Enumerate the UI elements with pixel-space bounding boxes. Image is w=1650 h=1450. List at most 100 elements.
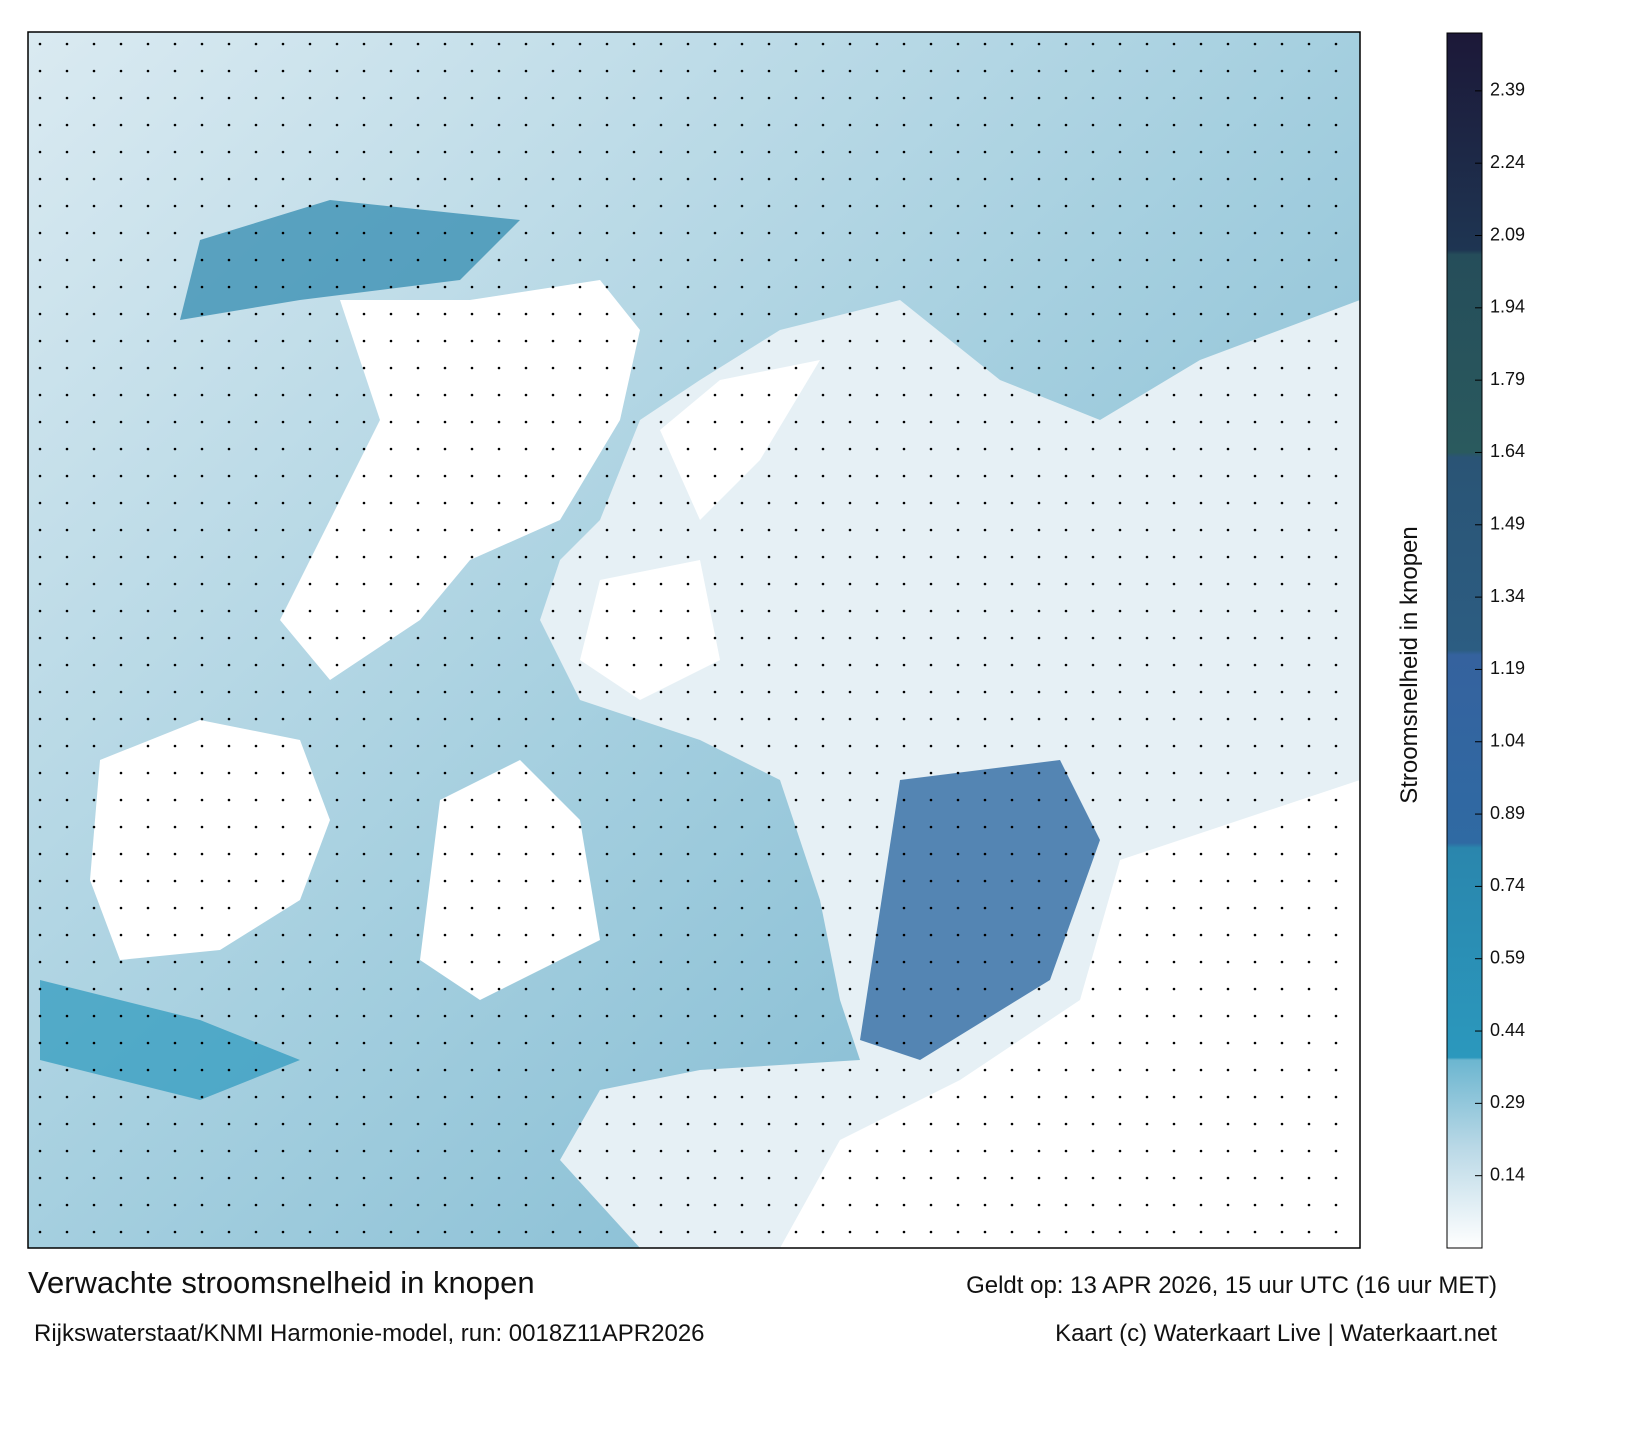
grid-dot (875, 1149, 879, 1153)
grid-dot (443, 1014, 447, 1018)
grid-dot (659, 42, 663, 46)
grid-dot (1037, 366, 1041, 370)
grid-dot (227, 285, 231, 289)
grid-dot (929, 1041, 933, 1045)
grid-dot (65, 582, 69, 586)
grid-dot (92, 555, 96, 559)
grid-dot (1145, 852, 1149, 856)
grid-dot (605, 1203, 609, 1207)
grid-dot (578, 1122, 582, 1126)
grid-dot (146, 960, 150, 964)
grid-dot (1145, 1068, 1149, 1072)
grid-dot (308, 177, 312, 181)
grid-dot (524, 636, 528, 640)
grid-dot (929, 258, 933, 262)
grid-dot (524, 96, 528, 100)
grid-dot (659, 474, 663, 478)
grid-dot (1064, 852, 1068, 856)
grid-dot (956, 933, 960, 937)
grid-dot (443, 1041, 447, 1045)
grid-dot (146, 825, 150, 829)
grid-dot (551, 663, 555, 667)
grid-dot (254, 609, 258, 613)
grid-dot (740, 771, 744, 775)
grid-dot (200, 879, 204, 883)
grid-dot (416, 285, 420, 289)
grid-dot (146, 663, 150, 667)
grid-dot (92, 879, 96, 883)
grid-dot (1145, 960, 1149, 964)
grid-dot (1334, 1095, 1338, 1099)
grid-dot (146, 933, 150, 937)
grid-dot (470, 987, 474, 991)
grid-dot (1064, 150, 1068, 154)
grid-dot (1091, 42, 1095, 46)
grid-dot (1226, 825, 1230, 829)
grid-dot (740, 96, 744, 100)
grid-dot (1118, 1122, 1122, 1126)
grid-dot (875, 744, 879, 748)
grid-dot (929, 852, 933, 856)
grid-dot (119, 420, 123, 424)
grid-dot (902, 366, 906, 370)
grid-dot (1334, 285, 1338, 289)
grid-dot (821, 960, 825, 964)
grid-dot (254, 42, 258, 46)
grid-dot (659, 555, 663, 559)
grid-dot (524, 1068, 528, 1072)
grid-dot (1199, 150, 1203, 154)
grid-dot (416, 1041, 420, 1045)
grid-dot (740, 852, 744, 856)
grid-dot (848, 1149, 852, 1153)
grid-dot (308, 1068, 312, 1072)
grid-dot (983, 96, 987, 100)
grid-dot (146, 636, 150, 640)
grid-dot (119, 1176, 123, 1180)
grid-dot (632, 312, 636, 316)
grid-dot (875, 798, 879, 802)
grid-dot (65, 69, 69, 73)
grid-dot (389, 285, 393, 289)
land (420, 760, 600, 1000)
grid-dot (173, 204, 177, 208)
grid-dot (92, 177, 96, 181)
grid-dot (497, 852, 501, 856)
grid-dot (1145, 771, 1149, 775)
grid-dot (632, 582, 636, 586)
grid-dot (659, 339, 663, 343)
grid-dot (686, 1149, 690, 1153)
grid-dot (470, 1230, 474, 1234)
grid-dot (1064, 987, 1068, 991)
grid-dot (1307, 636, 1311, 640)
grid-dot (335, 1149, 339, 1153)
grid-dot (848, 393, 852, 397)
grid-dot (794, 906, 798, 910)
grid-dot (1010, 96, 1014, 100)
grid-dot (983, 69, 987, 73)
grid-dot (146, 690, 150, 694)
grid-dot (524, 474, 528, 478)
grid-dot (1172, 204, 1176, 208)
grid-dot (200, 825, 204, 829)
grid-dot (1172, 501, 1176, 505)
grid-dot (794, 717, 798, 721)
grid-dot (1010, 906, 1014, 910)
grid-dot (1118, 987, 1122, 991)
grid-dot (38, 798, 42, 802)
grid-dot (1253, 636, 1257, 640)
grid-dot (848, 42, 852, 46)
grid-dot (929, 1176, 933, 1180)
grid-dot (767, 501, 771, 505)
grid-dot (524, 717, 528, 721)
grid-dot (1199, 825, 1203, 829)
grid-dot (1091, 744, 1095, 748)
grid-dot (686, 744, 690, 748)
grid-dot (1334, 987, 1338, 991)
grid-dot (848, 447, 852, 451)
tick-label: 1.34 (1490, 586, 1525, 606)
grid-dot (1280, 474, 1284, 478)
grid-dot (1280, 42, 1284, 46)
grid-dot (983, 771, 987, 775)
land (90, 720, 330, 960)
strong-current (860, 760, 1100, 1060)
